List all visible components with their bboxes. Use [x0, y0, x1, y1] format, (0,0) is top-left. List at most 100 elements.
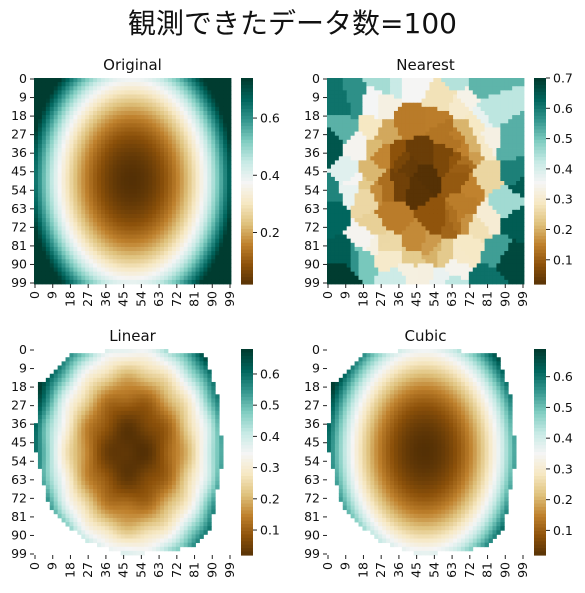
heatmap-cell: [195, 94, 200, 99]
heatmap-cell: [77, 251, 82, 256]
heatmap-cell: [167, 119, 173, 124]
heatmap-cell: [112, 246, 118, 252]
heatmap-cell: [441, 230, 446, 235]
heatmap-cell: [41, 98, 47, 104]
heatmap-cell: [334, 205, 340, 211]
heatmap-cell: [171, 135, 177, 141]
heatmap-cell: [187, 230, 192, 235]
heatmap-cell: [175, 234, 181, 240]
heatmap-cell: [437, 259, 442, 264]
heatmap-cell: [508, 168, 513, 174]
heatmap-cell: [203, 271, 208, 277]
heatmap-cell: [195, 102, 200, 108]
heatmap-cell: [132, 246, 137, 252]
heatmap-cell: [53, 131, 59, 137]
heatmap-cell: [334, 185, 340, 190]
heatmap-cell: [61, 135, 66, 141]
heatmap-cell: [449, 94, 454, 99]
heatmap-cell: [425, 251, 430, 256]
heatmap-cell: [429, 238, 434, 244]
heatmap-cell: [362, 242, 367, 248]
heatmap-cell: [358, 226, 363, 231]
heatmap-cell: [393, 259, 399, 264]
heatmap-cell: [77, 123, 82, 128]
heatmap-cell: [433, 172, 438, 178]
heatmap-cell: [41, 106, 47, 112]
heatmap-cell: [460, 143, 466, 149]
heatmap-cell: [437, 127, 442, 132]
colorbar-segment: [241, 108, 253, 113]
heatmap-cell: [390, 86, 395, 91]
heatmap-cell: [37, 123, 43, 128]
heatmap-cell: [199, 148, 204, 153]
heatmap-cell: [223, 218, 228, 223]
heatmap-cell: [53, 209, 59, 215]
heatmap-cell: [480, 218, 485, 223]
heatmap-cell: [453, 123, 458, 128]
heatmap-cell: [437, 135, 442, 141]
heatmap-cell: [401, 201, 407, 207]
heatmap-cell: [334, 123, 340, 128]
heatmap-cell: [148, 193, 153, 198]
heatmap-cell: [484, 115, 489, 120]
heatmap-cell: [100, 251, 106, 256]
heatmap-cell: [128, 90, 133, 95]
heatmap-cell: [480, 110, 485, 116]
heatmap-cell: [219, 213, 224, 219]
heatmap-cell: [393, 209, 399, 215]
heatmap-cell: [108, 123, 114, 128]
heatmap-cell: [175, 135, 181, 141]
heatmap-cell: [421, 205, 426, 211]
heatmap-cell: [413, 82, 419, 87]
heatmap-cell: [405, 218, 411, 223]
heatmap-cell: [128, 156, 133, 161]
heatmap-cell: [504, 246, 509, 252]
heatmap-cell: [171, 263, 177, 268]
heatmap-cell: [219, 246, 224, 252]
heatmap-cell: [73, 90, 78, 95]
heatmap-cell: [128, 201, 133, 207]
heatmap-cell: [61, 205, 66, 211]
heatmap-cell: [393, 139, 399, 145]
heatmap-cell: [183, 168, 189, 174]
heatmap-cell: [124, 226, 129, 231]
heatmap-cell: [433, 139, 438, 145]
heatmap-cell: [100, 143, 106, 149]
heatmap-cell: [358, 267, 363, 273]
heatmap-cell: [132, 259, 137, 264]
heatmap-cell: [488, 251, 493, 256]
heatmap-cell: [223, 238, 228, 244]
heatmap-cell: [97, 156, 102, 161]
heatmap-cell: [405, 110, 411, 116]
heatmap-cell: [354, 86, 359, 91]
heatmap-cell: [175, 102, 181, 108]
heatmap-cell: [500, 86, 505, 91]
heatmap-cell: [378, 193, 383, 198]
heatmap-cell: [85, 197, 90, 202]
heatmap-cell: [69, 172, 74, 178]
heatmap-cell: [449, 160, 454, 165]
heatmap-cell: [132, 267, 137, 273]
heatmap-cell: [480, 94, 485, 99]
heatmap-cell: [327, 86, 332, 91]
heatmap-cell: [520, 197, 525, 202]
heatmap-cell: [124, 263, 129, 268]
heatmap-cell: [421, 193, 426, 198]
heatmap-cell: [124, 234, 129, 240]
heatmap-cell: [500, 181, 505, 186]
heatmap-cell: [425, 193, 430, 198]
heatmap-cell: [164, 185, 169, 190]
heatmap-cell: [195, 230, 200, 235]
panel-title-original: Original: [103, 56, 162, 74]
heatmap-cell: [480, 267, 485, 273]
heatmap-cell: [108, 98, 114, 104]
heatmap-cell: [516, 82, 521, 87]
heatmap-cell: [183, 102, 189, 108]
heatmap-cell: [378, 226, 383, 231]
heatmap-cell: [378, 86, 383, 91]
heatmap-cell: [167, 90, 173, 95]
heatmap-cell: [69, 246, 74, 252]
heatmap-cell: [49, 156, 55, 161]
heatmap-cell: [472, 246, 478, 252]
heatmap-cell: [215, 98, 220, 104]
